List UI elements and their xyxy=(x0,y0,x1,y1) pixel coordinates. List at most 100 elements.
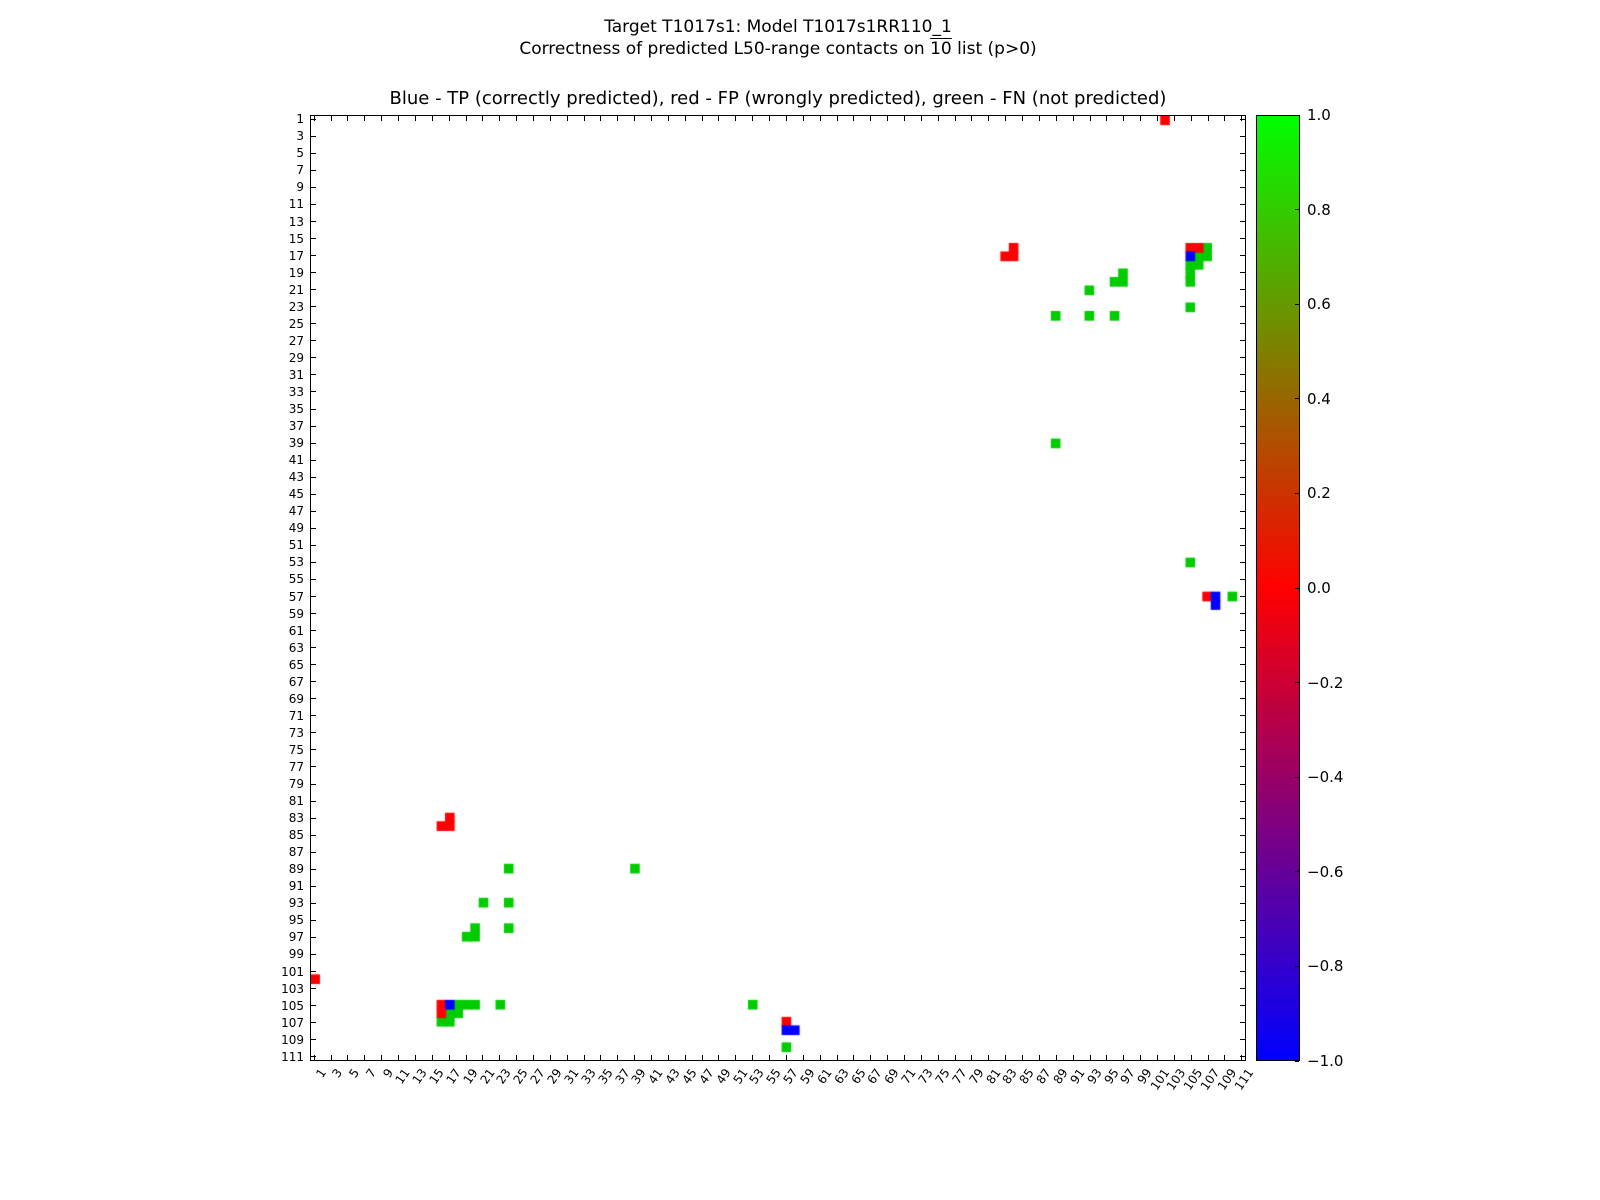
x-tick-label-text: 79 xyxy=(966,1066,987,1087)
y-tick-mark-left xyxy=(311,323,316,325)
x-tick-mark-top xyxy=(735,116,737,121)
y-tick-label: 101 xyxy=(281,964,304,979)
y-tick-mark-right xyxy=(1240,527,1245,529)
y-tick-label: 21 xyxy=(288,282,304,297)
y-tick-label: 87 xyxy=(288,845,304,860)
x-tick-mark-top xyxy=(347,116,349,121)
x-tick-mark-bottom xyxy=(769,1055,771,1060)
y-tick-mark-right xyxy=(1240,408,1245,410)
y-tick-mark-right xyxy=(1240,681,1245,683)
y-tick-label: 71 xyxy=(288,708,304,723)
y-tick-label: 103 xyxy=(281,981,304,996)
x-tick-mark-bottom xyxy=(701,1055,703,1060)
y-tick-label: 75 xyxy=(288,742,304,757)
x-tick-mark-bottom xyxy=(1005,1055,1007,1060)
subtitle-prefix: Correctness of predicted L50-range conta… xyxy=(519,39,931,60)
y-tick-mark-left xyxy=(311,238,316,240)
x-tick-mark-top xyxy=(330,116,332,121)
y-tick-mark-right xyxy=(1240,885,1245,887)
x-tick-mark-bottom xyxy=(566,1055,568,1060)
x-tick-mark-bottom xyxy=(819,1055,821,1060)
y-tick-mark-left xyxy=(311,442,316,444)
y-tick-mark-right xyxy=(1240,800,1245,802)
y-tick-mark-right xyxy=(1240,936,1245,938)
y-tick-mark-right xyxy=(1240,476,1245,478)
x-tick-mark-bottom xyxy=(785,1055,787,1060)
x-tick-label-text: 7 xyxy=(363,1066,380,1081)
y-tick-mark-right xyxy=(1240,783,1245,785)
y-tick-mark-left xyxy=(311,374,316,376)
y-tick-mark-right xyxy=(1240,698,1245,700)
x-tick-mark-bottom xyxy=(532,1055,534,1060)
y-tick-mark-right xyxy=(1240,255,1245,257)
x-tick-mark-top xyxy=(532,116,534,121)
y-tick-mark-left xyxy=(311,988,316,990)
x-tick-mark-bottom xyxy=(853,1055,855,1060)
y-tick-mark-right xyxy=(1240,289,1245,291)
colorbar-tick-mark xyxy=(1295,303,1299,305)
y-tick-label: 17 xyxy=(288,248,304,263)
y-tick-mark-left xyxy=(311,408,316,410)
y-tick-mark-right xyxy=(1240,135,1245,137)
y-tick-mark-right xyxy=(1240,459,1245,461)
x-tick-mark-top xyxy=(549,116,551,121)
x-tick-mark-bottom xyxy=(600,1055,602,1060)
y-tick-mark-left xyxy=(311,272,316,274)
x-tick-mark-bottom xyxy=(1072,1055,1074,1060)
y-tick-mark-right xyxy=(1240,578,1245,580)
y-tick-label: 99 xyxy=(288,947,304,962)
y-tick-label: 43 xyxy=(288,470,304,485)
y-tick-label: 25 xyxy=(288,316,304,331)
x-tick-mark-bottom xyxy=(870,1055,872,1060)
colorbar-tick-mark xyxy=(1295,965,1299,967)
y-tick-mark-left xyxy=(311,800,316,802)
y-tick-mark-right xyxy=(1240,749,1245,751)
y-tick-mark-left xyxy=(311,715,316,717)
x-tick-mark-top xyxy=(634,116,636,121)
x-tick-mark-top xyxy=(313,116,315,121)
y-tick-mark-left xyxy=(311,493,316,495)
y-tick-label: 77 xyxy=(288,759,304,774)
colorbar-tick-label: 0.0 xyxy=(1307,579,1331,597)
y-tick-mark-left xyxy=(311,357,316,359)
x-tick-mark-top xyxy=(1072,116,1074,121)
x-tick-mark-top xyxy=(853,116,855,121)
y-tick-mark-right xyxy=(1240,272,1245,274)
y-tick-mark-left xyxy=(311,766,316,768)
x-tick-mark-bottom xyxy=(903,1055,905,1060)
x-tick-mark-bottom xyxy=(920,1055,922,1060)
y-tick-label: 7 xyxy=(296,163,304,178)
y-tick-mark-left xyxy=(311,749,316,751)
x-tick-mark-top xyxy=(465,116,467,121)
y-tick-mark-left xyxy=(311,868,316,870)
y-tick-label: 29 xyxy=(288,350,304,365)
y-tick-mark-left xyxy=(311,817,316,819)
subtitle-overline-number: 10 xyxy=(930,39,952,60)
y-tick-mark-right xyxy=(1240,647,1245,649)
x-tick-mark-bottom xyxy=(448,1055,450,1060)
y-tick-label: 27 xyxy=(288,333,304,348)
y-tick-label: 97 xyxy=(288,930,304,945)
y-tick-mark-left xyxy=(311,664,316,666)
y-tick-mark-left xyxy=(311,459,316,461)
x-tick-mark-top xyxy=(364,116,366,121)
y-tick-label: 41 xyxy=(288,453,304,468)
colorbar-tick-mark xyxy=(1295,682,1299,684)
y-tick-mark-right xyxy=(1240,919,1245,921)
y-tick-mark-right xyxy=(1240,186,1245,188)
colorbar-tick-mark xyxy=(1295,492,1299,494)
y-tick-label: 39 xyxy=(288,436,304,451)
colorbar-tick-mark xyxy=(1295,398,1299,400)
y-tick-label: 83 xyxy=(288,811,304,826)
x-tick-mark-top xyxy=(1123,116,1125,121)
contact-map-plot xyxy=(310,115,1246,1061)
y-tick-mark-right xyxy=(1240,630,1245,632)
y-tick-mark-right xyxy=(1240,544,1245,546)
colorbar-tick-mark xyxy=(1295,114,1299,116)
x-tick-mark-bottom xyxy=(954,1055,956,1060)
y-tick-mark-left xyxy=(311,152,316,154)
contact-cells-canvas xyxy=(311,116,1245,1060)
x-tick-mark-bottom xyxy=(364,1055,366,1060)
y-tick-mark-right xyxy=(1240,1039,1245,1041)
x-tick-mark-bottom xyxy=(398,1055,400,1060)
